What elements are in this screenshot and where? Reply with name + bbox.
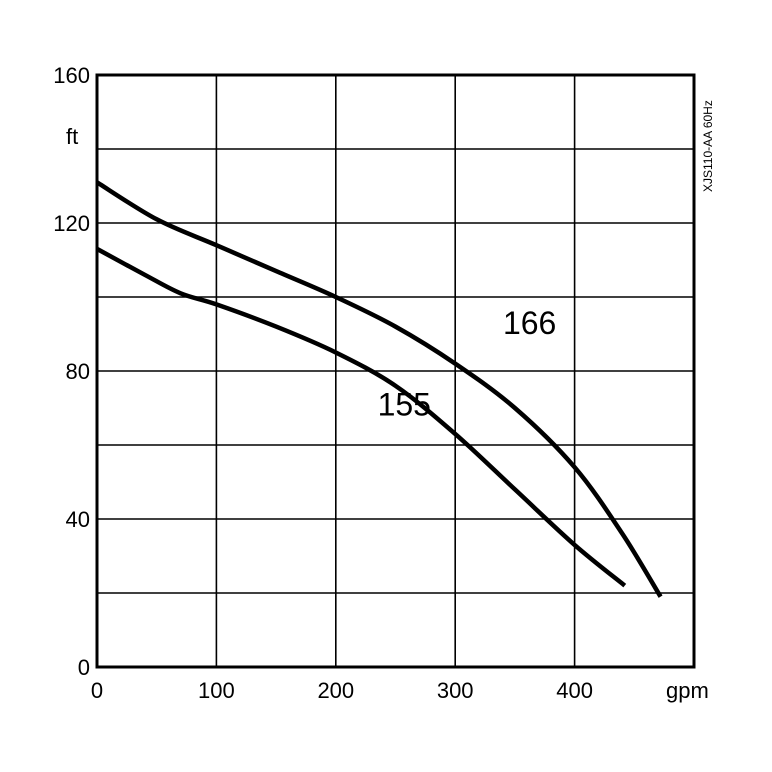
- x-tick-label: 100: [198, 678, 235, 703]
- y-tick-label: 160: [53, 63, 90, 88]
- curve-166: [95, 180, 663, 598]
- y-tick-label: 120: [53, 211, 90, 236]
- y-tick-label: 80: [66, 359, 90, 384]
- y-tick-label: 40: [66, 507, 90, 532]
- tick-labels: 0 100 200 300 400 0 40 80 120 160: [53, 63, 593, 703]
- x-axis-label: gpm: [666, 678, 709, 703]
- y-tick-label: 0: [78, 655, 90, 680]
- y-axis-label: ft: [66, 124, 78, 149]
- x-tick-label: 400: [556, 678, 593, 703]
- x-tick-label: 300: [437, 678, 474, 703]
- curves: [95, 180, 663, 598]
- curve-155: [95, 246, 627, 588]
- plot-frame: [95, 73, 696, 669]
- model-label: XJS110-AA 60Hz: [701, 100, 715, 192]
- curve-label-155: 155: [378, 386, 431, 422]
- annotations: 166 155: [378, 305, 557, 422]
- curve-label-166: 166: [503, 305, 556, 341]
- x-tick-label: 0: [91, 678, 103, 703]
- x-tick-label: 200: [317, 678, 354, 703]
- grid: [96, 74, 695, 668]
